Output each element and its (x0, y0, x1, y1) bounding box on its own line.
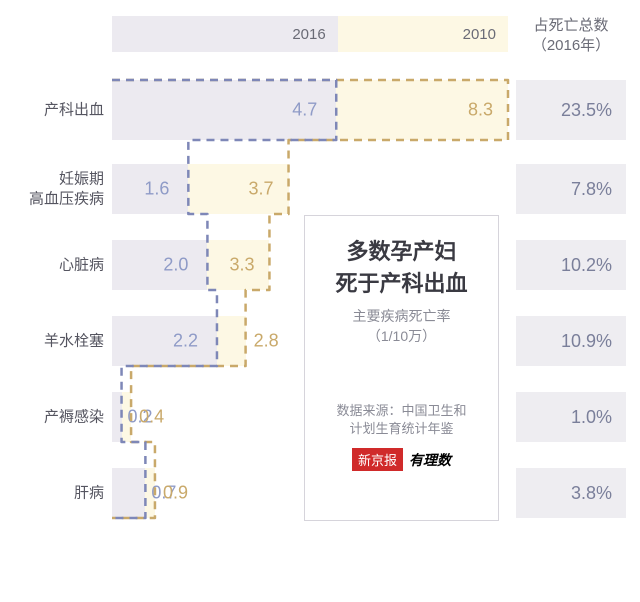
legend-2016: 2016 (112, 16, 338, 52)
value-2010: 0.9 (163, 483, 188, 504)
brand-text: 有理数 (409, 450, 451, 470)
pct-cell: 3.8% (516, 468, 626, 518)
row-label: 产褥感染 (0, 407, 104, 427)
value-2010: 0.4 (139, 407, 164, 428)
pct-cell: 7.8% (516, 164, 626, 214)
value-2010: 2.8 (254, 331, 279, 352)
pct-cell: 1.0% (516, 392, 626, 442)
legend-2010-label: 2010 (463, 26, 496, 43)
legend-2016-label: 2016 (292, 26, 325, 43)
row-label: 心脏病 (0, 255, 104, 275)
value-2016: 4.7 (292, 100, 317, 121)
table-row: 妊娠期高血压疾病 1.6 3.7 7.8% (0, 160, 626, 218)
brand-badge: 新京报 (352, 448, 403, 471)
info-sub: 主要疾病死亡率 （1/10万） (317, 306, 486, 346)
info-unit: （1/10万） (317, 326, 486, 346)
maternal-mortality-chart: 2016 2010 占死亡总数 （2016年） 产科出血 4.7 8.3 23.5% 妊… (0, 0, 640, 602)
info-source: 数据来源：中国卫生和 计划生育统计年鉴 (317, 402, 486, 438)
bar-2016 (112, 316, 217, 366)
pct-header: 占死亡总数 （2016年） (516, 10, 626, 58)
bar-zone: 1.6 3.7 (112, 160, 508, 218)
info-title-line2: 死于产科出血 (317, 266, 486, 298)
bar-zone: 4.7 8.3 (112, 76, 508, 144)
value-2016: 1.6 (144, 179, 169, 200)
info-box: 多数孕产妇 死于产科出血 主要疾病死亡率 （1/10万） 数据来源：中国卫生和 … (304, 215, 499, 521)
legend-bars: 2016 2010 (112, 10, 516, 58)
pct-header-line1: 占死亡总数 (516, 16, 626, 36)
pct-header-line2: （2016年） (516, 36, 626, 56)
legend-2010: 2010 (338, 16, 508, 52)
value-2010: 3.3 (229, 255, 254, 276)
bar-2016 (112, 468, 145, 518)
row-label: 产科出血 (0, 100, 104, 120)
info-title-line1: 多数孕产妇 (317, 234, 486, 266)
row-label: 肝病 (0, 483, 104, 503)
brand-row: 新京报 有理数 (317, 448, 486, 471)
value-2016: 2.2 (173, 331, 198, 352)
pct-cell: 23.5% (516, 80, 626, 140)
bar-2016 (112, 240, 207, 290)
header-row: 2016 2010 占死亡总数 （2016年） (112, 10, 626, 58)
value-2016: 2.0 (163, 255, 188, 276)
pct-cell: 10.9% (516, 316, 626, 366)
row-label: 羊水栓塞 (0, 331, 104, 351)
value-2010: 8.3 (468, 100, 493, 121)
info-source-line2: 计划生育统计年鉴 (317, 420, 486, 438)
info-subtitle: 主要疾病死亡率 (317, 306, 486, 326)
bar-2016 (112, 392, 122, 442)
table-row: 产科出血 4.7 8.3 23.5% (0, 76, 626, 144)
row-label: 妊娠期高血压疾病 (0, 170, 104, 209)
value-2010: 3.7 (249, 179, 274, 200)
info-source-line1: 数据来源：中国卫生和 (317, 402, 486, 420)
pct-cell: 10.2% (516, 240, 626, 290)
info-title: 多数孕产妇 死于产科出血 (317, 234, 486, 298)
